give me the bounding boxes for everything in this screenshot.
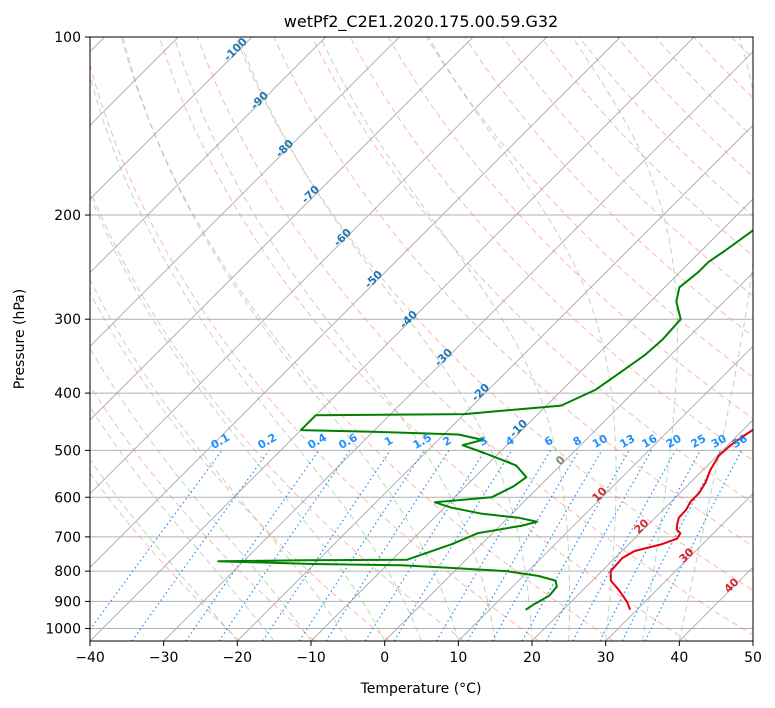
dry-adiabat <box>273 37 753 547</box>
x-tick-label: 50 <box>744 650 762 666</box>
isotherm-line <box>531 419 753 641</box>
isotherm-line <box>90 37 474 421</box>
mixing-ratio-line <box>393 450 513 641</box>
moist-adiabat <box>122 37 459 641</box>
plot-frame <box>89 36 754 642</box>
isotherm-line <box>90 37 548 495</box>
moist-adiabat <box>90 193 386 641</box>
isotherm-line <box>163 50 753 641</box>
mixing-ratio-line <box>185 450 320 641</box>
y-axis-title: Pressure (hPa) <box>12 289 28 389</box>
isotherm-line <box>605 492 753 641</box>
y-tick-label: 500 <box>54 443 81 459</box>
isotherm-line <box>90 37 621 569</box>
moist-adiabat <box>90 347 312 641</box>
moist-adiabat <box>427 37 617 641</box>
dry-adiabat <box>120 37 614 641</box>
dry-adiabat <box>158 37 689 641</box>
mixing-ratio-line <box>364 450 486 641</box>
y-tick-label: 100 <box>54 30 81 46</box>
moist-adiabat <box>90 406 275 641</box>
moist-adiabat <box>90 278 349 641</box>
dry-adiabat <box>387 37 753 420</box>
x-tick-label: −40 <box>75 650 105 666</box>
dry-adiabat <box>90 291 390 641</box>
moist-adiabat <box>319 37 570 641</box>
mixing-ratio-line <box>325 450 450 641</box>
mixing-ratio-line <box>262 450 391 641</box>
y-tick-label: 300 <box>54 312 81 328</box>
dry-adiabat <box>90 384 316 641</box>
dry-adiabat <box>90 188 465 641</box>
isotherm-line <box>236 124 753 641</box>
moist-adiabat <box>90 458 238 641</box>
y-tick-label: 200 <box>54 208 81 224</box>
moist-adiabat <box>173 37 496 641</box>
x-tick-label: −10 <box>296 650 326 666</box>
mixing-ratio-line <box>218 450 351 641</box>
y-tick-label: 1000 <box>45 621 81 637</box>
x-tick-label: −30 <box>149 650 179 666</box>
isotherm-line <box>90 37 400 348</box>
green-profile-line <box>217 229 753 611</box>
y-tick-label: 800 <box>54 564 81 580</box>
isotherm-line <box>90 37 253 200</box>
mixing-ratio-line <box>298 450 425 641</box>
dry-adiabat <box>90 472 241 641</box>
mixing-ratio-line <box>572 450 677 641</box>
y-tick-label: 400 <box>54 386 81 402</box>
dry-adiabat <box>90 62 540 641</box>
x-tick-label: 20 <box>523 650 541 666</box>
mixing-ratio-line <box>644 450 743 641</box>
dry-adiabat <box>425 37 753 378</box>
moist-adiabat <box>90 73 422 641</box>
dry-adiabat <box>464 37 753 337</box>
y-tick-label: 600 <box>54 490 81 506</box>
moist-adiabat <box>678 37 753 641</box>
dry-adiabat <box>311 37 753 504</box>
x-axis-title: Temperature (°C) <box>360 681 482 697</box>
dry-adiabat <box>502 37 753 297</box>
mixing-ratio-line <box>435 450 552 641</box>
dry-adiabat <box>349 37 753 462</box>
chart-title: wetPf2_C2E1.2020.175.00.59.G32 <box>284 12 558 32</box>
moist-adiabat <box>237 37 533 641</box>
isotherm-line <box>457 345 753 641</box>
moist-adiabat <box>571 37 678 641</box>
mixing-ratio-line <box>466 450 580 641</box>
x-tick-label: 10 <box>449 650 467 666</box>
x-tick-label: −20 <box>223 650 253 666</box>
dry-adiabat <box>197 37 753 636</box>
dry-adiabat <box>235 37 753 591</box>
mixing-ratio-line <box>131 450 270 641</box>
temperature-profile-line <box>609 428 753 611</box>
y-tick-label: 700 <box>54 530 81 546</box>
mixing-ratio-line <box>545 450 652 641</box>
isotherm-line <box>90 37 327 274</box>
x-tick-label: 0 <box>380 650 389 666</box>
isotherm-line <box>310 198 753 641</box>
x-tick-label: 40 <box>670 650 688 666</box>
y-tick-label: 900 <box>54 594 81 610</box>
x-tick-label: 30 <box>597 650 615 666</box>
isotherm-line <box>384 271 753 641</box>
